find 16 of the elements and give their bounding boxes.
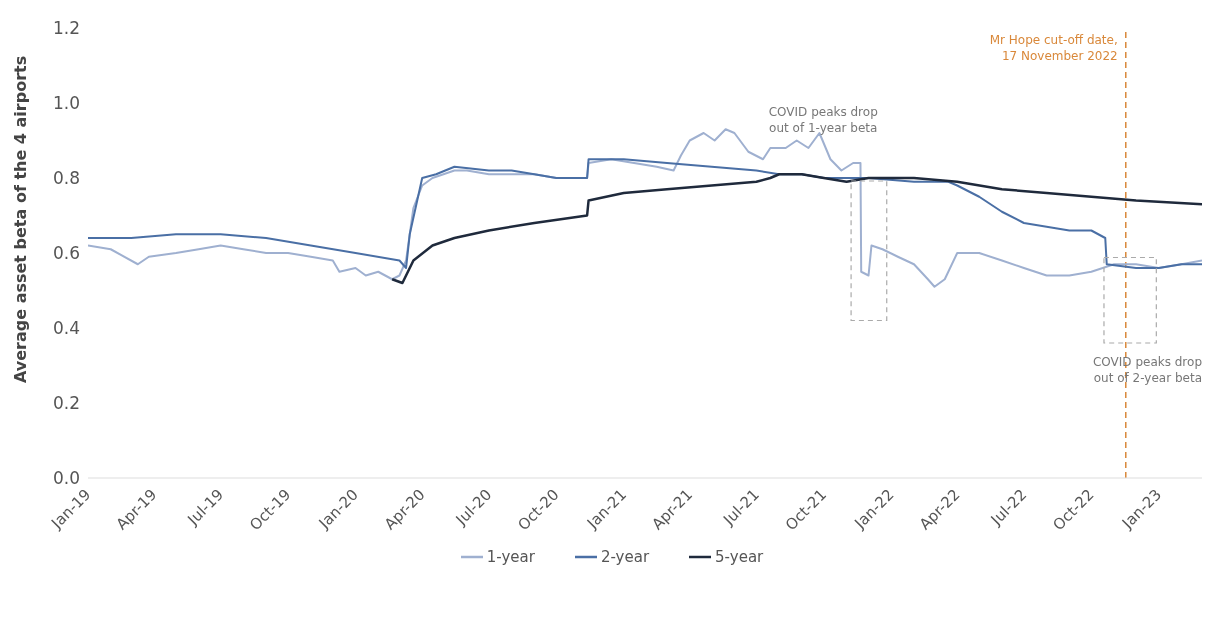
y-tick-label: 0.0: [52, 468, 80, 489]
annotation: COVID peaks drop out of 2-year beta: [1092, 354, 1202, 385]
y-tick-label: 0.4: [52, 318, 80, 339]
y-tick-label: 0.2: [52, 393, 80, 414]
y-axis-title: Average asset beta of the 4 airports: [10, 55, 30, 383]
y-tick-label: 0.6: [52, 243, 80, 264]
y-tick-label: 0.8: [52, 168, 80, 189]
line-series: [88, 158, 1202, 269]
y-tick-label: 1.0: [52, 93, 80, 114]
y-tick-label: 1.2: [52, 18, 80, 39]
annotation: COVID peaks drop out of 1-year beta: [768, 104, 878, 135]
ref-line-label: Mr Hope cut-off date, 17 November 2022: [989, 33, 1118, 63]
line-series: [390, 173, 1202, 285]
legend-label: 1-year: [485, 548, 535, 566]
legend-label: 2-year: [599, 548, 650, 566]
legend-label: 5-year: [714, 548, 764, 566]
